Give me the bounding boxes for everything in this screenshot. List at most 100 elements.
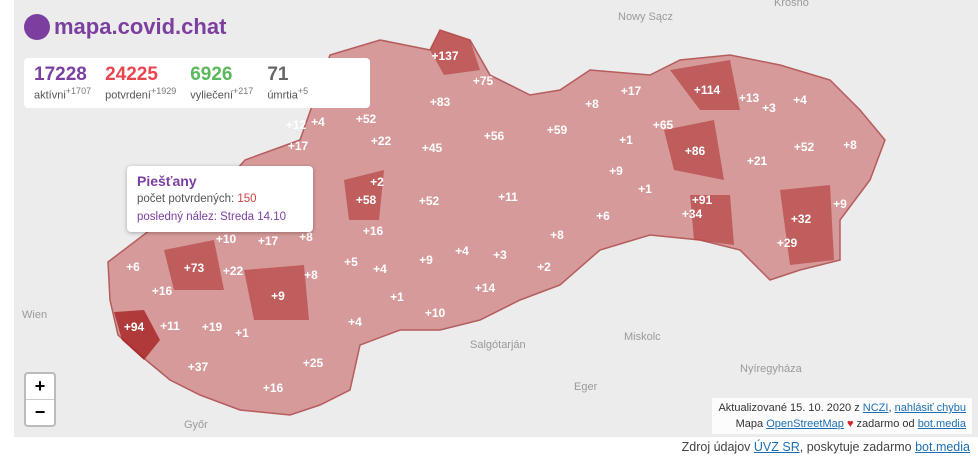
logo[interactable]: mapa.covid.chat (24, 14, 226, 40)
place-name: Nyíregyháza (740, 363, 803, 375)
zoom-out[interactable]: − (26, 399, 54, 425)
district-label: +1 (390, 290, 404, 304)
district-label: +83 (430, 95, 451, 109)
district-label: +17 (258, 234, 279, 248)
district-label: +8 (843, 138, 857, 152)
label: posledný nález: (137, 211, 217, 223)
link[interactable]: OpenStreetMap (766, 418, 844, 430)
district-label: +56 (484, 129, 505, 143)
district-label: +4 (311, 115, 325, 129)
district-label: +22 (223, 264, 244, 278)
link[interactable]: NCZI (862, 402, 889, 414)
tooltip-row: počet potvrdených: 150 (137, 190, 303, 208)
district-label: +8 (585, 97, 599, 111)
stats-box: 17228 aktívni+1707 24225 potvrdení+1929 6926… (24, 58, 370, 108)
district-label: +3 (493, 248, 507, 262)
district-label: +86 (685, 144, 706, 158)
map[interactable]: Nowy Sącz Krosno Wien Salgótarján Miskolc Ege… (14, 0, 978, 437)
district-label: +4 (455, 244, 469, 258)
district-label: +14 (475, 281, 496, 295)
stat-label-text: aktívni (34, 89, 66, 102)
district-label: +73 (184, 261, 205, 275)
district-label: +45 (422, 141, 443, 155)
place-name: Eger (574, 381, 598, 393)
attr-row: Aktualizované 15. 10. 2020 z NCZI, nahlá… (718, 400, 966, 416)
district-label: +29 (777, 236, 798, 250)
district-label: +8 (304, 268, 318, 282)
heart-icon: ♥ (846, 418, 854, 430)
district-label: +9 (271, 289, 285, 303)
stat-delta: +1929 (150, 86, 177, 96)
district (780, 185, 834, 265)
district (690, 195, 734, 245)
stat: 71 úmrtia+5 (267, 64, 308, 102)
district-label: +16 (363, 224, 384, 238)
district-label: +6 (596, 209, 610, 223)
text: Aktualizované 15. 10. 2020 z (718, 402, 860, 414)
district (114, 310, 160, 360)
district-label: +22 (371, 134, 392, 148)
district (664, 120, 724, 180)
map-canvas: Nowy Sącz Krosno Wien Salgótarján Miskolc Ege… (22, 0, 886, 431)
district (670, 60, 740, 110)
link[interactable]: bot.media (915, 440, 970, 454)
district-label: +2 (537, 260, 551, 274)
text: , poskytuje zadarmo (799, 440, 912, 454)
stat-value: 71 (267, 64, 289, 85)
district-label: +3 (762, 101, 776, 115)
footer: Zdroj údajov ÚVZ SR, poskytuje zadarmo b… (682, 440, 970, 454)
place-name: Krosno (774, 0, 809, 9)
district-label: +19 (202, 320, 223, 334)
district-label: +9 (419, 253, 433, 267)
stat-label-text: potvrdení (105, 89, 151, 102)
district-label: +16 (152, 284, 173, 298)
district-label: +1 (638, 182, 652, 196)
tooltip-title: Piešťany (137, 173, 197, 189)
stat-label: aktívni+1707 (34, 86, 91, 102)
stat: 6926 vyliečení+217 (190, 64, 253, 102)
district-label: +13 (739, 91, 760, 105)
district (244, 265, 309, 320)
tooltip-row: posledný nález: Streda 14.10 (137, 208, 303, 226)
stat: 17228 aktívni+1707 (34, 64, 91, 102)
stat-value: 17228 (34, 64, 87, 85)
stat-delta: +5 (297, 86, 309, 96)
place-name: Győr (184, 419, 208, 431)
district-label: +16 (263, 381, 284, 395)
district-label: +5 (344, 255, 358, 269)
district-label: +1 (235, 326, 249, 340)
district-label: +10 (216, 232, 237, 246)
district-label: +65 (653, 118, 674, 132)
district-label: +6 (126, 260, 140, 274)
district-label: +32 (791, 212, 812, 226)
district-label: +114 (694, 83, 721, 97)
district-label: +21 (747, 154, 768, 168)
place-name: Miskolc (624, 331, 661, 343)
label: počet potvrdených: (137, 193, 235, 205)
district-label: +52 (356, 112, 377, 126)
district-label: +4 (373, 262, 387, 276)
link[interactable]: nahlásiť chybu (894, 402, 966, 414)
link[interactable]: bot.media (917, 418, 966, 430)
district-label: +17 (621, 84, 642, 98)
district-label: +59 (547, 123, 568, 137)
logo-text: mapa.covid.chat (54, 14, 227, 39)
stat-value: 24225 (105, 64, 158, 85)
text: Zdroj údajov (681, 440, 751, 454)
district-label: +11 (160, 319, 180, 333)
zoom-in[interactable]: + (34, 376, 46, 396)
district-label: +137 (431, 49, 458, 63)
district-label: +10 (425, 306, 446, 320)
district-label: +94 (124, 320, 145, 334)
district-label: +52 (419, 194, 440, 208)
district-label: +9 (609, 164, 623, 178)
district-label: +1 (619, 133, 633, 147)
attribution: Aktualizované 15. 10. 2020 z NCZI, nahlá… (712, 398, 972, 434)
district-label: +91 (692, 193, 713, 207)
district-label: +37 (188, 360, 209, 374)
district-label: +34 (682, 207, 703, 221)
value: Streda 14.10 (220, 211, 286, 223)
link[interactable]: ÚVZ SR (753, 440, 800, 454)
stat-label-text: úmrtia (267, 89, 298, 102)
